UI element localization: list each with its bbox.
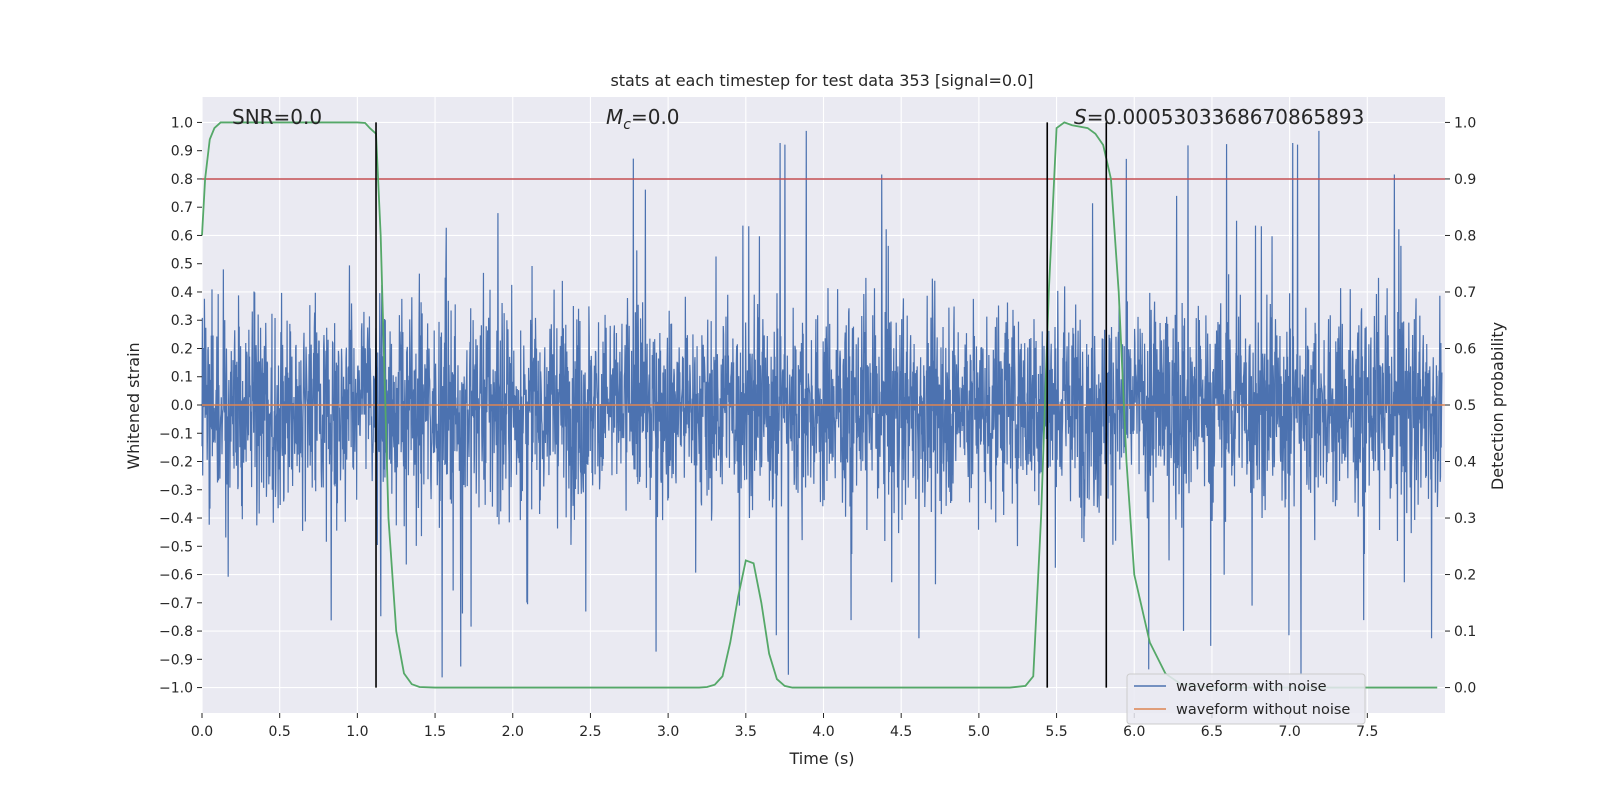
mc-annotation: Mc=0.0	[606, 105, 680, 133]
x-tick-label: 1.5	[424, 724, 446, 740]
series-detection-probability	[201, 121, 1438, 689]
y-tick-label-right: 0.1	[1454, 624, 1476, 640]
y-tick-label-left: 0.3	[171, 313, 193, 329]
legend-label-clean: waveform without noise	[1176, 702, 1350, 718]
y-tick-label-left: 0.1	[171, 370, 193, 386]
y-tick-label-left: −0.6	[159, 568, 193, 584]
mc-subscript: c	[623, 117, 631, 133]
legend-frame	[1126, 673, 1366, 725]
y-tick-label-right: 0.2	[1454, 568, 1476, 584]
probability-curve	[201, 121, 1438, 689]
y-tick-label-right: 0.4	[1454, 455, 1476, 471]
y-tick-label-left: 1.0	[171, 115, 193, 131]
mc-value: =0.0	[631, 105, 680, 129]
s-value: =0.0005303368670865893	[1087, 105, 1365, 129]
y-tick-label-right: 0.5	[1454, 398, 1476, 414]
y-axis-label-left: Whitened strain	[124, 342, 143, 469]
x-tick-label: 7.0	[1278, 724, 1300, 740]
snr-annotation: SNR=0.0	[232, 105, 322, 129]
y-axis-left: 1.0 0.9 0.8 0.7 0.6 0.5 0.4 0.3 0.2 0.1 0.0 −0.1 −0.…	[159, 115, 202, 697]
y-tick-label-left: 0.5	[171, 257, 193, 273]
y-tick-label-left: 0.6	[171, 228, 193, 244]
x-tick-label: 6.0	[1123, 724, 1145, 740]
x-tick-label: 0.5	[269, 724, 291, 740]
y-tick-label-left: −0.7	[159, 596, 193, 612]
s-symbol: S	[1074, 105, 1087, 129]
y-tick-label-left: −0.2	[159, 455, 193, 471]
x-tick-label: 6.5	[1201, 724, 1223, 740]
chart-title: stats at each timestep for test data 353…	[610, 71, 1033, 90]
mc-symbol: M	[606, 105, 623, 129]
y-tick-label-left: 0.9	[171, 144, 193, 160]
y-tick-label-right: 0.0	[1454, 681, 1476, 697]
y-tick-label-left: −0.4	[159, 511, 193, 527]
y-tick-label-left: −0.8	[159, 624, 193, 640]
y-tick-label-right: 0.9	[1454, 172, 1476, 188]
x-tick-label: 0.0	[191, 724, 213, 740]
y-tick-label-left: 0.4	[171, 285, 193, 301]
y-tick-label-left: −0.9	[159, 652, 193, 668]
y-tick-label-left: −0.5	[159, 539, 193, 555]
y-tick-label-left: −0.1	[159, 426, 193, 442]
y-tick-label-left: 0.2	[171, 341, 193, 357]
y-tick-label-left: 0.8	[171, 172, 193, 188]
y-tick-label-right: 0.7	[1454, 285, 1476, 301]
y-tick-label-left: 0.0	[171, 398, 193, 414]
x-tick-label: 3.0	[657, 724, 679, 740]
legend: waveform with noise waveform without noi…	[1126, 673, 1366, 725]
x-tick-label: 1.0	[346, 724, 368, 740]
noise-waveform-path	[201, 130, 1443, 678]
x-axis: 0.0 0.5 1.0 1.5 2.0 2.5 3.0 3.5 4.0 4.5 5.0 5.5 6.0 6…	[191, 713, 1378, 740]
s-annotation: S=0.0005303368670865893	[1074, 105, 1364, 129]
y-tick-label-left: −0.3	[159, 483, 193, 499]
y-tick-label-right: 0.8	[1454, 228, 1476, 244]
x-tick-label: 2.0	[502, 724, 524, 740]
y-tick-label-right: 0.3	[1454, 511, 1476, 527]
x-tick-label: 2.5	[579, 724, 601, 740]
y-tick-label-right: 0.6	[1454, 341, 1476, 357]
vertical-markers	[375, 122, 1108, 688]
legend-label-noise: waveform with noise	[1176, 679, 1327, 695]
y-tick-label-left: 0.7	[171, 200, 193, 216]
y-tick-label-right: 1.0	[1454, 115, 1476, 131]
x-tick-label: 5.5	[1045, 724, 1067, 740]
x-axis-label: Time (s)	[788, 749, 854, 768]
y-axis-right: 1.0 0.9 0.8 0.7 0.6 0.5 0.4 0.3 0.2 0.1 0.0	[1445, 115, 1476, 697]
x-tick-label: 7.5	[1356, 724, 1378, 740]
y-axis-label-right: Detection probability	[1488, 322, 1507, 490]
x-tick-label: 3.5	[735, 724, 757, 740]
x-tick-label: 5.0	[968, 724, 990, 740]
series-waveform-with-noise	[201, 130, 1443, 678]
x-tick-label: 4.0	[812, 724, 834, 740]
y-tick-label-left: −1.0	[159, 681, 193, 697]
x-tick-label: 4.5	[890, 724, 912, 740]
